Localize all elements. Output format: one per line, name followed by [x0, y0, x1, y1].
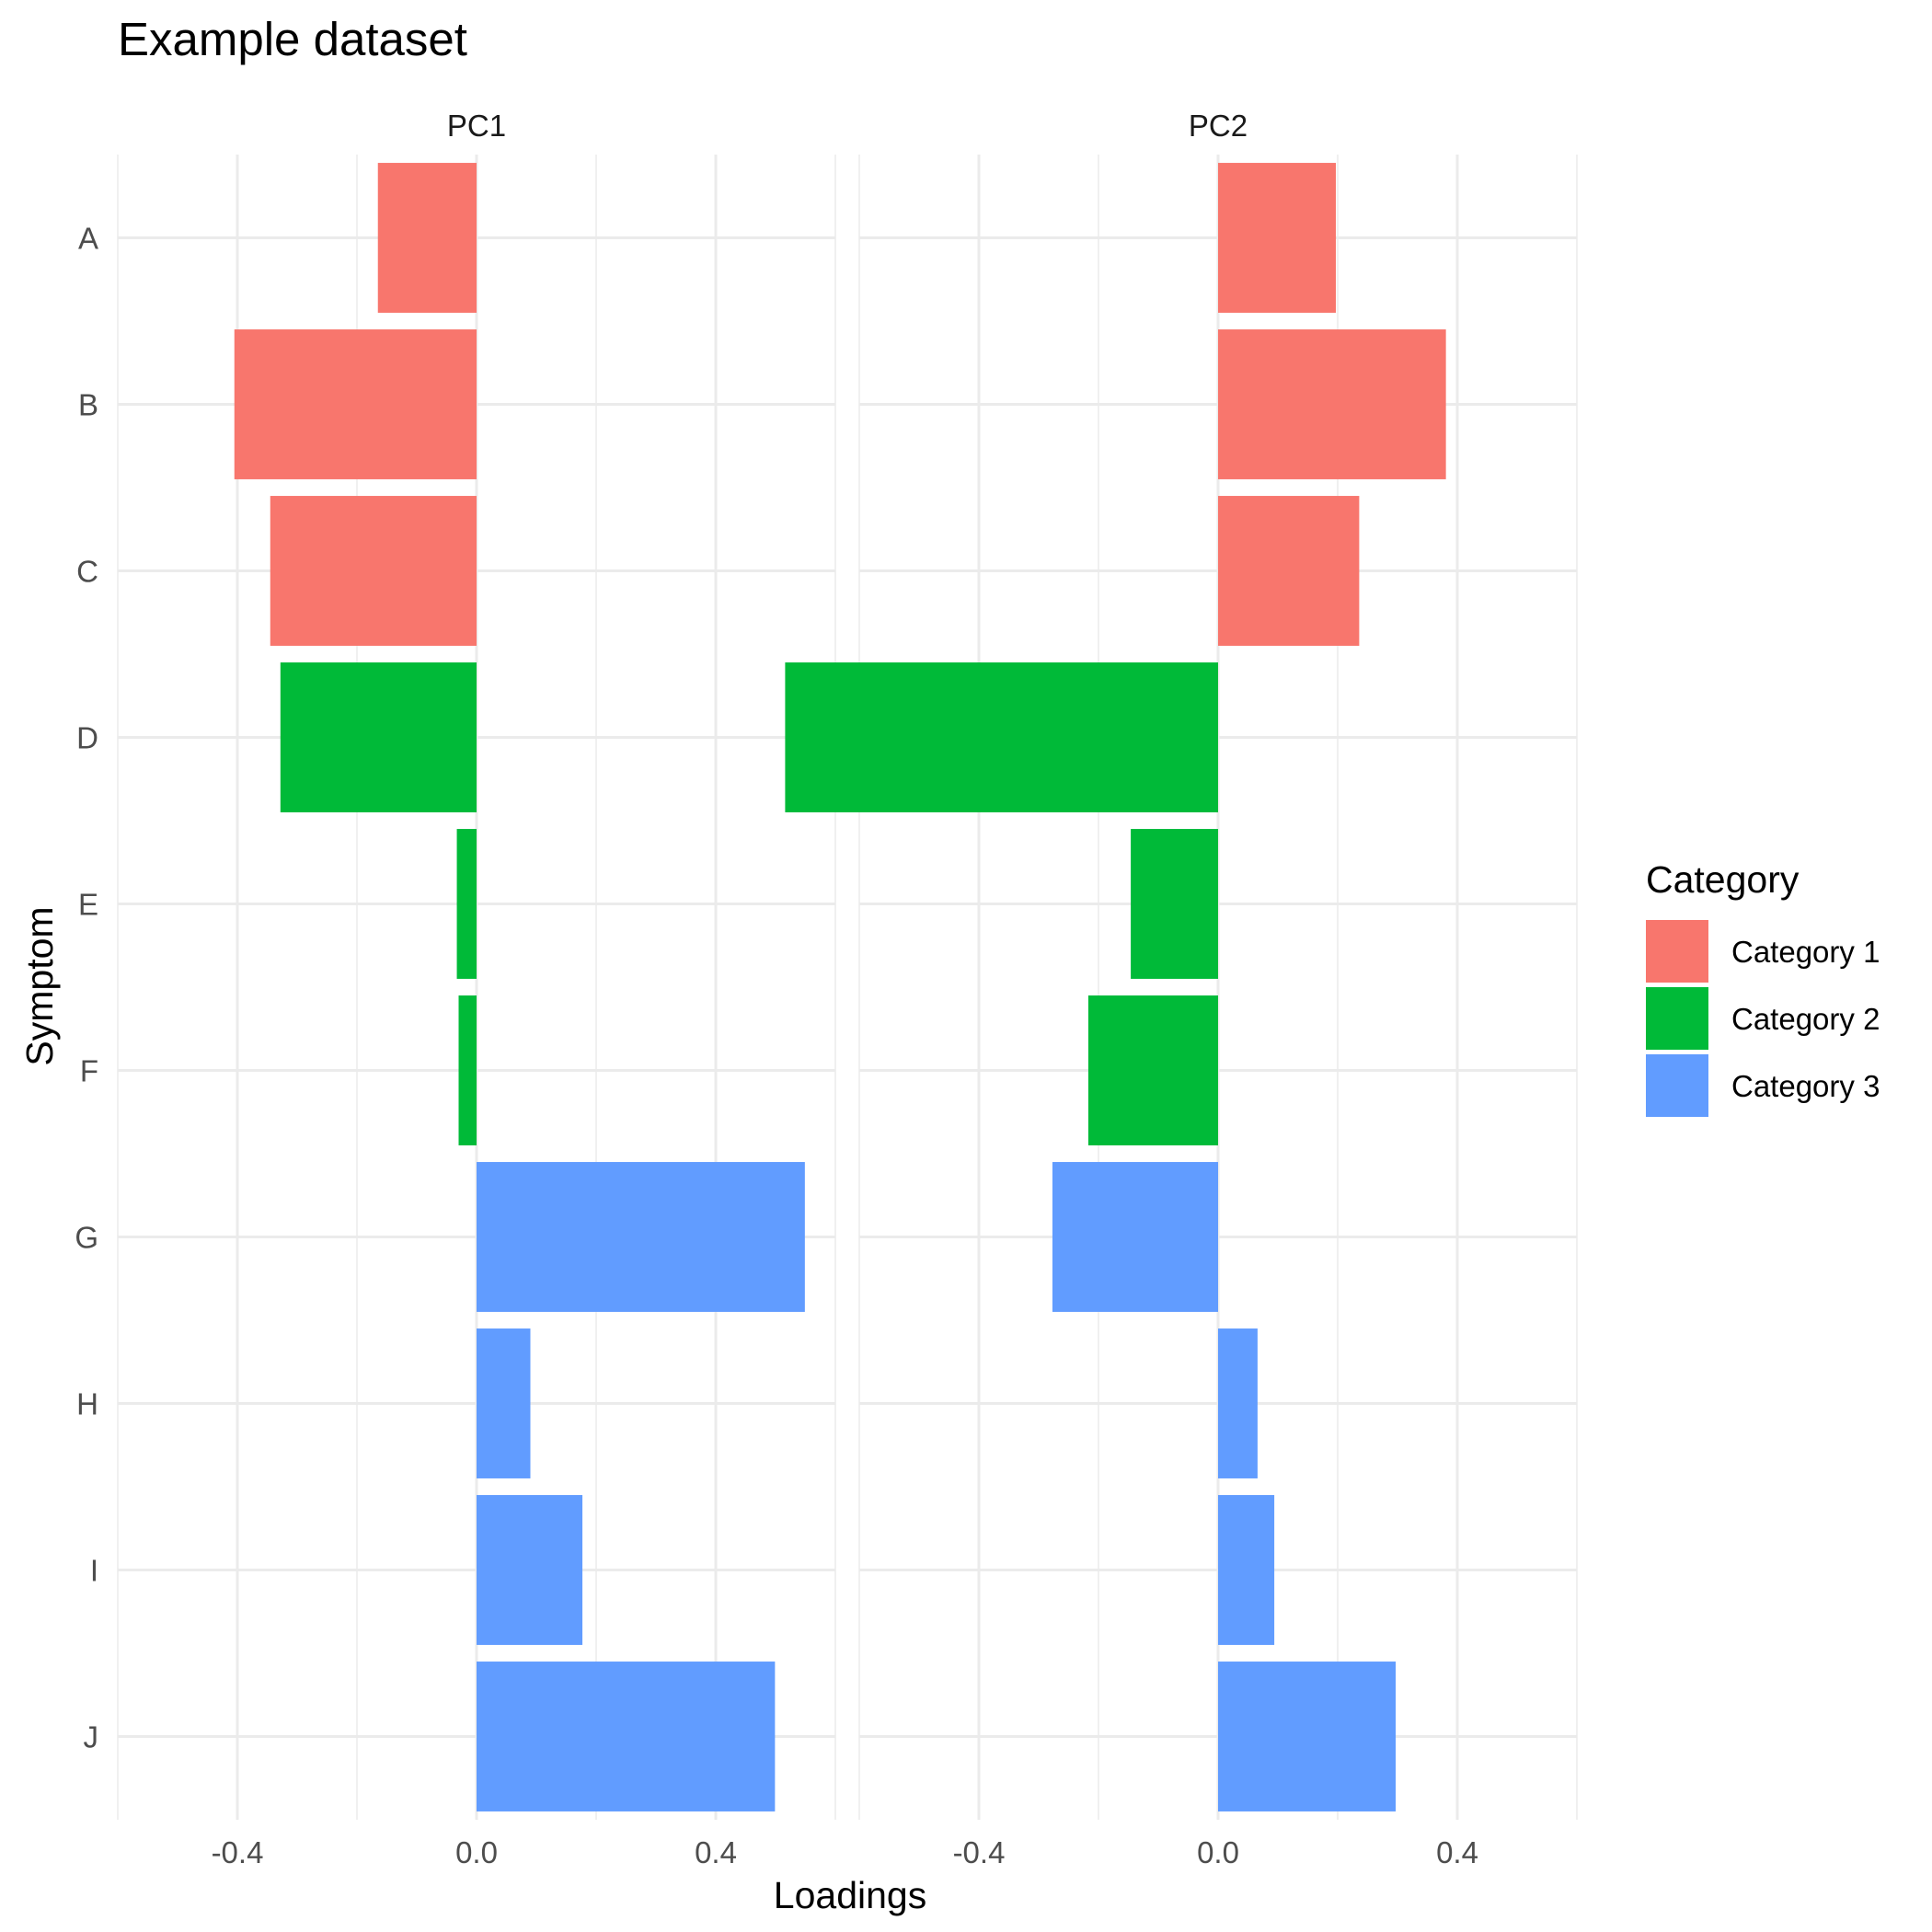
bar-pc2-c [1218, 496, 1360, 646]
y-tick-label: C [76, 555, 98, 589]
x-tick-label: 0.4 [1436, 1835, 1478, 1869]
y-tick-label: E [78, 888, 98, 922]
legend-label-1: Category 1 [1731, 935, 1880, 969]
legend-key-2 [1646, 987, 1708, 1050]
bar-pc2-e [1131, 829, 1218, 979]
x-axis-title: Loadings [774, 1874, 926, 1916]
bars [785, 163, 1446, 1811]
bar-pc2-a [1218, 163, 1337, 313]
bar-pc2-h [1218, 1328, 1258, 1478]
bar-pc2-i [1218, 1495, 1275, 1645]
panel-pc2: PC2 -0.4 0.0 0.4 [785, 109, 1578, 1869]
minor-gridlines [858, 155, 1578, 1820]
x-tick-label: 0.4 [695, 1835, 737, 1869]
legend-label-3: Category 3 [1731, 1069, 1880, 1103]
legend-label-2: Category 2 [1731, 1002, 1880, 1036]
y-axis-title: Symptom [18, 906, 61, 1065]
bar-pc1-h [477, 1328, 531, 1478]
bar-pc1-i [477, 1495, 583, 1645]
chart-title: Example dataset [118, 13, 467, 65]
bar-pc1-f [458, 995, 477, 1145]
bar-pc2-f [1087, 995, 1218, 1145]
legend-key-3 [1646, 1054, 1708, 1117]
bar-pc2-b [1218, 329, 1446, 479]
legend-title: Category [1646, 858, 1800, 901]
bar-pc1-j [477, 1662, 776, 1811]
y-tick-label: I [90, 1554, 98, 1588]
y-tick-label: D [76, 721, 98, 755]
bar-pc1-d [280, 662, 477, 812]
y-tick-label: H [76, 1387, 98, 1421]
facet-label-pc1: PC1 [447, 109, 506, 143]
facet-label-pc2: PC2 [1189, 109, 1248, 143]
y-tick-label: B [78, 388, 98, 422]
legend: Category Category 1 Category 2 Category 3 [1646, 858, 1880, 1117]
bar-pc2-j [1218, 1662, 1397, 1811]
bar-pc1-b [234, 329, 477, 479]
y-tick-label: G [75, 1221, 98, 1255]
facet-panels: PC1 -0.4 0.0 0.4 PC2 -0.4 0.0 0.4 A B C D E F G H I J [75, 109, 1578, 1869]
x-tick-label: 0.0 [1197, 1835, 1239, 1869]
y-tick-label: A [78, 222, 98, 256]
y-tick-label: J [84, 1720, 99, 1754]
x-tick-label: -0.4 [212, 1835, 264, 1869]
y-axis-labels: A B C D E F G H I J [75, 222, 98, 1754]
bar-pc1-c [270, 496, 477, 646]
legend-key-1 [1646, 920, 1708, 983]
legend-keys: Category 1 Category 2 Category 3 [1646, 920, 1880, 1117]
bar-pc2-g [1052, 1162, 1218, 1312]
bars [234, 163, 805, 1811]
bar-pc1-a [377, 163, 477, 313]
bar-pc2-d [785, 662, 1218, 812]
y-tick-label: F [80, 1054, 98, 1088]
x-tick-label: 0.0 [455, 1835, 498, 1869]
bar-pc1-g [477, 1162, 805, 1312]
panel-pc1: PC1 -0.4 0.0 0.4 [117, 109, 836, 1869]
x-tick-label: -0.4 [953, 1835, 1006, 1869]
bar-pc1-e [456, 829, 477, 979]
